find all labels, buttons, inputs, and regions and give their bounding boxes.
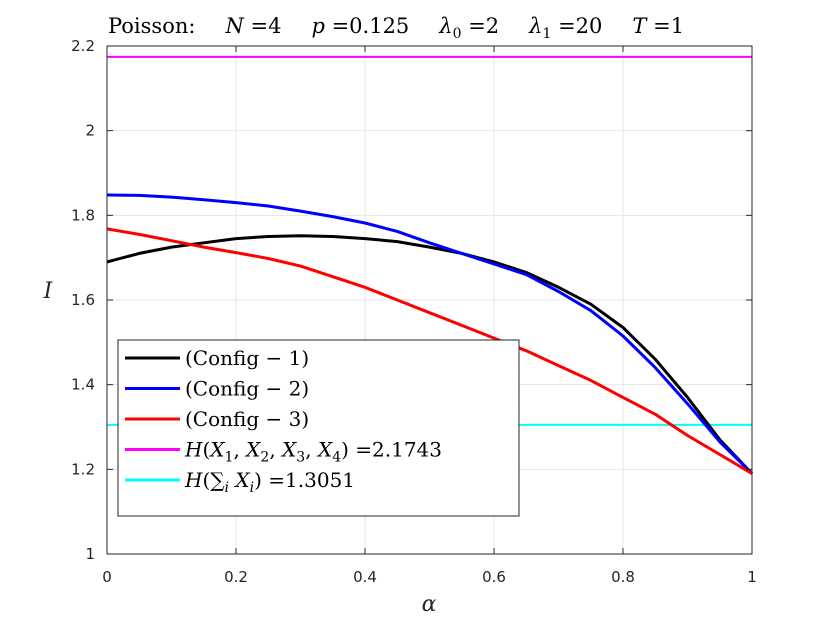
chart-title: Poisson: N =4 p =0.125 λ0 =2 λ1 =20 T =1	[108, 14, 684, 42]
series-line-config-3	[106, 227, 753, 475]
legend: (Config − 1) (Config − 2) (Config − 3) H(X1…	[117, 339, 520, 517]
y-tick-label: 2.2	[71, 37, 95, 55]
legend-label: (Config − 1)	[185, 346, 309, 370]
y-tick-label: 1.4	[71, 376, 95, 394]
y-tick-label: 2	[85, 122, 95, 140]
y-tick-label: 1.6	[71, 291, 95, 309]
x-axis-label: α	[422, 592, 437, 617]
legend-box	[117, 339, 520, 517]
legend-label: (Config − 3)	[185, 407, 309, 431]
y-tick-label: 1	[85, 545, 95, 563]
y-axis-label: I	[43, 279, 54, 304]
y-tick-label: 1.8	[71, 206, 95, 224]
title-prefix: Poisson:	[108, 14, 195, 38]
legend-label: H(∑i Xi) =1.3051	[184, 468, 355, 496]
y-tick-label: 1.2	[71, 460, 95, 478]
series-line-config-2	[106, 193, 754, 475]
x-tick-label: 0.6	[482, 568, 506, 586]
x-tick-label: 0	[102, 568, 112, 586]
x-tick-label: 1	[747, 568, 757, 586]
series-line-config-1	[106, 234, 754, 475]
x-tick-label: 0.4	[353, 568, 377, 586]
series-lines	[106, 193, 754, 475]
x-tick-label: 0.8	[611, 568, 635, 586]
legend-label: (Config − 2)	[185, 377, 309, 401]
y-axis-ticks: 1 1.2 1.4 1.6 1.8 2 2.2	[71, 37, 752, 563]
x-axis-ticks: 0 0.2 0.4 0.6 0.8 1	[102, 46, 757, 586]
x-tick-label: 0.2	[224, 568, 248, 586]
legend-label: H(X1, X2, X3, X4) =2.1743	[184, 438, 442, 466]
